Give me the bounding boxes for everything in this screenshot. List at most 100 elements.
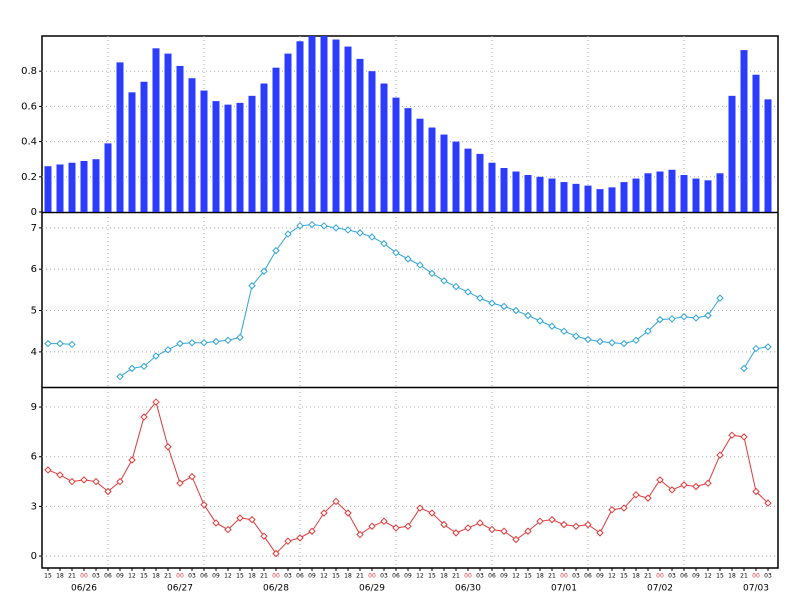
bar <box>620 182 628 212</box>
marker <box>44 339 52 348</box>
marker <box>104 487 112 496</box>
marker <box>416 261 424 269</box>
bar <box>236 102 244 212</box>
marker <box>356 229 364 237</box>
bar <box>488 162 496 212</box>
marker <box>80 476 88 484</box>
bar <box>92 159 100 212</box>
marker <box>440 277 448 285</box>
marker <box>572 522 580 530</box>
bar <box>560 182 568 212</box>
marker <box>68 340 76 349</box>
frame <box>41 35 779 569</box>
bar <box>140 81 148 212</box>
x-tick-label: 12 <box>512 573 520 580</box>
marker <box>404 522 412 530</box>
marker <box>680 313 688 321</box>
marker <box>92 477 100 486</box>
bar <box>512 171 520 212</box>
bar <box>728 95 736 212</box>
y-tick-label: 0.2 <box>21 172 37 183</box>
bar <box>752 74 760 212</box>
marker <box>488 299 496 307</box>
marker <box>308 527 316 535</box>
marker <box>392 524 400 532</box>
marker <box>620 339 628 348</box>
bar <box>392 97 400 212</box>
marker <box>656 315 664 324</box>
x-tick-label: 15 <box>620 573 628 580</box>
marker <box>464 288 472 296</box>
marker <box>308 220 316 229</box>
marker <box>476 294 484 302</box>
y-tick-label: 0.4 <box>21 137 37 148</box>
y-tick-label: 0.6 <box>21 101 37 112</box>
bar <box>428 127 436 212</box>
marker <box>584 335 592 344</box>
marker <box>500 302 508 311</box>
marker <box>356 530 364 539</box>
day-label: 07/02 <box>647 584 673 594</box>
x-tick-label: 03 <box>572 573 580 580</box>
marker <box>608 339 616 347</box>
marker <box>500 527 508 535</box>
x-tick-label: 12 <box>224 573 232 580</box>
x-tick-label: 21 <box>740 573 748 580</box>
marker <box>632 491 640 499</box>
marker <box>116 477 124 486</box>
bar <box>284 53 292 212</box>
day-label: 06/30 <box>455 584 481 594</box>
marker <box>404 255 412 263</box>
marker <box>368 522 376 530</box>
marker <box>608 506 616 514</box>
marker <box>452 529 460 537</box>
x-tick-label: 00 <box>272 573 280 580</box>
x-tick-label: 03 <box>764 573 772 580</box>
marker <box>224 525 232 534</box>
marker <box>212 519 220 527</box>
marker <box>284 230 292 238</box>
marker <box>476 519 484 527</box>
x-tick-label: 06 <box>296 573 304 580</box>
marker <box>644 494 652 502</box>
bar <box>104 143 112 212</box>
day-label: 06/29 <box>359 584 385 594</box>
marker <box>260 267 268 275</box>
marker <box>128 364 136 373</box>
bar <box>476 153 484 212</box>
marker <box>320 222 328 230</box>
marker <box>620 504 628 512</box>
marker <box>176 339 184 348</box>
x-tick-label: 00 <box>752 573 760 580</box>
marker <box>680 481 688 489</box>
bar <box>272 67 280 213</box>
marker <box>272 549 280 558</box>
bar <box>536 176 544 212</box>
x-tick-label: 21 <box>548 573 556 580</box>
y-tick-label: 5 <box>31 306 37 317</box>
marker <box>704 479 712 487</box>
x-tick-label: 21 <box>164 573 172 580</box>
marker <box>332 497 340 506</box>
x-tick-label: 18 <box>536 573 544 580</box>
y-tick-label: 6 <box>31 452 37 463</box>
y-tick-label: 0 <box>31 207 37 218</box>
x-tick-label: 15 <box>428 573 436 580</box>
x-tick-label: 09 <box>596 573 604 580</box>
x-tick-label: 00 <box>464 573 472 580</box>
bar <box>644 173 652 212</box>
x-tick-label: 03 <box>92 573 100 580</box>
x-tick-label: 00 <box>176 573 184 580</box>
bar <box>464 148 472 212</box>
marker <box>584 520 592 529</box>
x-tick-label: 21 <box>356 573 364 580</box>
marker <box>236 333 244 342</box>
bar <box>44 166 52 212</box>
x-tick-label: 03 <box>188 573 196 580</box>
x-tick-label: 21 <box>260 573 268 580</box>
marker <box>716 451 724 459</box>
marker <box>140 413 148 421</box>
x-tick-label: 12 <box>320 573 328 580</box>
x-tick-label: 18 <box>56 573 64 580</box>
x-tick-label: 00 <box>560 573 568 580</box>
